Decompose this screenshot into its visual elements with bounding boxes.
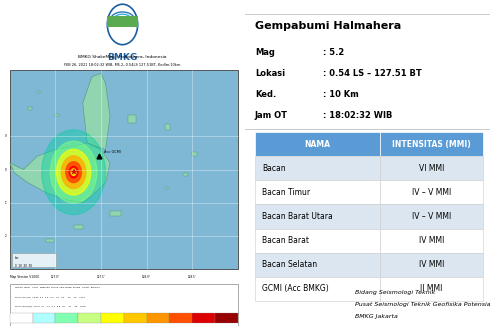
Bar [380, 180, 483, 204]
Text: 2': 2' [5, 234, 7, 238]
Polygon shape [183, 173, 189, 176]
Bar [380, 229, 483, 253]
Text: II MMI: II MMI [420, 284, 442, 293]
Text: Pusat Seismologi Teknik Geofisika Potensial dan: Pusat Seismologi Teknik Geofisika Potens… [355, 303, 490, 307]
Text: Bacan: Bacan [262, 164, 286, 173]
Text: BMKG Jakarta: BMKG Jakarta [355, 315, 398, 319]
Text: 128.5': 128.5' [188, 275, 196, 279]
Text: 0': 0' [5, 134, 7, 138]
Text: VI MMI: VI MMI [418, 164, 444, 173]
Polygon shape [165, 125, 170, 130]
Polygon shape [83, 73, 110, 150]
Bar [10, 284, 238, 326]
Text: Bacan Barat: Bacan Barat [262, 236, 309, 245]
Polygon shape [192, 152, 196, 156]
Bar [101, 313, 123, 323]
Text: Mag: Mag [255, 48, 275, 57]
Bar [255, 253, 380, 277]
Polygon shape [55, 114, 59, 116]
Circle shape [50, 141, 97, 203]
Text: 128.0°: 128.0° [142, 275, 151, 279]
Text: : 18:02:32 WIB: : 18:02:32 WIB [323, 111, 393, 120]
Text: IV MMI: IV MMI [418, 236, 444, 245]
Circle shape [56, 149, 91, 195]
Text: IV – V MMI: IV – V MMI [412, 188, 451, 197]
Text: INTENSITAS (MMI): INTENSITAS (MMI) [392, 140, 471, 149]
Text: BMKG: BMKG [107, 53, 138, 62]
Bar [170, 313, 192, 323]
Bar [123, 313, 147, 323]
Text: PEAK VEL(cm/s)  <0.02  0.1   1.4   4.7   8.8   26      41     86    >178: PEAK VEL(cm/s) <0.02 0.1 1.4 4.7 8.8 26 … [15, 305, 85, 306]
FancyBboxPatch shape [107, 16, 138, 27]
Polygon shape [110, 211, 121, 216]
Circle shape [69, 166, 78, 178]
Text: km: km [15, 256, 19, 260]
Text: 127.5': 127.5' [97, 275, 105, 279]
Text: Map Version V1000: Map Version V1000 [10, 275, 39, 279]
Bar [10, 70, 238, 269]
Text: : 0.54 LS – 127.51 BT: : 0.54 LS – 127.51 BT [323, 69, 422, 78]
Text: 0': 0' [5, 168, 7, 171]
Text: IV MMI: IV MMI [418, 260, 444, 269]
Text: IV – V MMI: IV – V MMI [412, 212, 451, 221]
Bar [78, 313, 101, 323]
Polygon shape [74, 225, 83, 229]
Text: Bacan Selatan: Bacan Selatan [262, 260, 318, 269]
Polygon shape [28, 107, 32, 110]
Polygon shape [165, 187, 169, 189]
Circle shape [71, 169, 76, 175]
Text: BMKG ShakeMap : Halmahera, Indonesia: BMKG ShakeMap : Halmahera, Indonesia [78, 55, 167, 59]
Text: NAMA: NAMA [304, 140, 330, 149]
Bar [55, 313, 78, 323]
Circle shape [66, 162, 81, 183]
Bar [32, 313, 55, 323]
Text: Ked.: Ked. [255, 90, 276, 99]
Polygon shape [46, 239, 53, 243]
Text: : 10 Km: : 10 Km [323, 90, 359, 99]
Bar [245, 129, 490, 130]
Text: Bacan Barat Utara: Bacan Barat Utara [262, 212, 333, 221]
Text: 127.0°: 127.0° [51, 275, 60, 279]
Bar [380, 156, 483, 180]
Bar [255, 229, 380, 253]
Text: Jam OT: Jam OT [255, 111, 288, 120]
Bar [255, 156, 380, 180]
Bar [380, 253, 483, 277]
Text: 1': 1' [5, 201, 7, 205]
Bar [380, 132, 483, 156]
Circle shape [42, 130, 105, 215]
Text: : 5.2: : 5.2 [323, 48, 344, 57]
Bar [192, 313, 215, 323]
Text: Lokasi: Lokasi [255, 69, 285, 78]
Circle shape [61, 156, 86, 188]
Bar [255, 277, 380, 301]
Text: Not felt  Weak    Light   Moderate  Strong  Very strong  Severe   Violent  Extre: Not felt Weak Light Moderate Strong Very… [15, 287, 99, 288]
Polygon shape [37, 91, 40, 93]
Bar [215, 313, 238, 323]
Text: Gempabumi Halmahera: Gempabumi Halmahera [255, 21, 401, 31]
Text: Acc GCMI: Acc GCMI [104, 150, 121, 154]
Polygon shape [128, 115, 136, 123]
Text: Bacan Timur: Bacan Timur [262, 188, 310, 197]
Bar [255, 204, 380, 229]
Bar [12, 253, 56, 267]
Bar [380, 277, 483, 301]
Text: PEAK ACC(%g)  <0.05  0.3   2.8   6.2    10    22      40     75    >124: PEAK ACC(%g) <0.05 0.3 2.8 6.2 10 22 40 … [15, 297, 85, 298]
Text: 0  10  20  30: 0 10 20 30 [15, 264, 32, 268]
Text: Bidang Seismologi Teknik: Bidang Seismologi Teknik [355, 290, 436, 295]
Bar [380, 204, 483, 229]
Bar [255, 180, 380, 204]
Bar [255, 132, 380, 156]
Bar [10, 313, 32, 323]
Polygon shape [10, 143, 110, 203]
Bar [147, 313, 170, 323]
Bar [245, 14, 490, 15]
Text: GCMI (Acc BMKG): GCMI (Acc BMKG) [262, 284, 329, 293]
Text: FEB 26, 2021 18:02:32 WIB, M5.2,-0.54LS 127.51BT, Kedlm:10km.: FEB 26, 2021 18:02:32 WIB, M5.2,-0.54LS … [64, 63, 181, 67]
